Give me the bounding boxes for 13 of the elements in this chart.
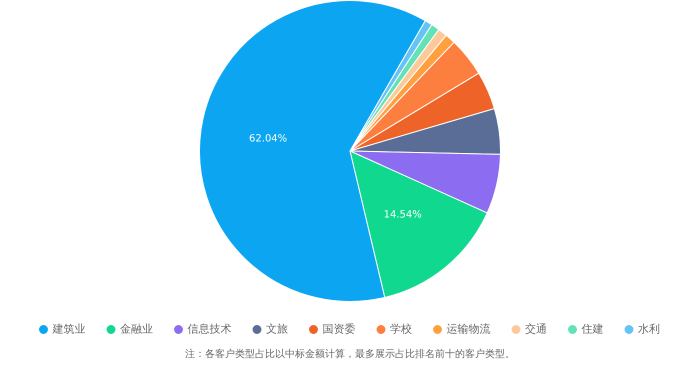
data-label: 14.54% xyxy=(384,209,422,220)
legend-label: 国资委 xyxy=(322,322,356,336)
text: 注：各客户类型占比以中标金额计算，最多展示占比排名前十的客户类型。 xyxy=(184,348,516,361)
legend-label: 文旅 xyxy=(266,322,288,336)
legend-label: 住建 xyxy=(582,322,604,336)
legend-label: 建筑业 xyxy=(52,322,86,336)
data-label: 62.04% xyxy=(249,134,288,145)
legend-label: 水利 xyxy=(638,322,660,336)
legend-label: 交通 xyxy=(525,322,547,336)
legend-label: 信息技术 xyxy=(188,322,232,336)
legend-label: 学校 xyxy=(390,322,412,336)
legend-label: 金融业 xyxy=(120,322,153,336)
legend-label: 运输物流 xyxy=(446,322,490,336)
